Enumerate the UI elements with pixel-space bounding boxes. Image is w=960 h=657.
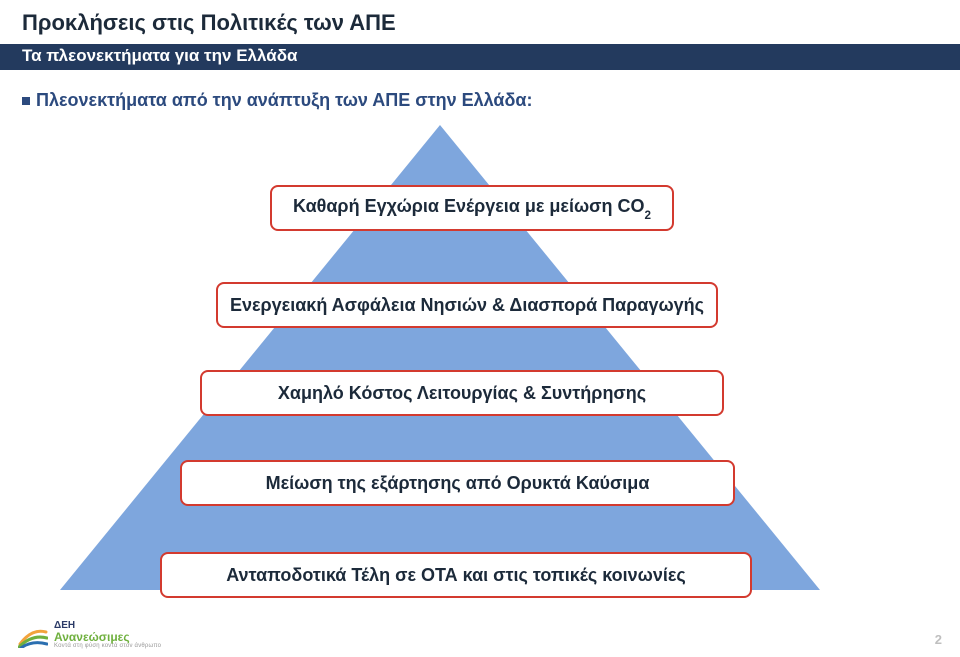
bullet-square-icon (22, 97, 30, 105)
pyramid-box-label: Μείωση της εξάρτησης από Ορυκτά Καύσιμα (266, 473, 650, 494)
pyramid-box-4: Μείωση της εξάρτησης από Ορυκτά Καύσιμα (180, 460, 735, 506)
pyramid-box-3: Χαμηλό Κόστος Λειτουργίας & Συντήρησης (200, 370, 724, 416)
pyramid-box-label: Καθαρή Εγχώρια Ενέργεια με μείωση CO2 (293, 196, 651, 220)
pyramid-box-1: Καθαρή Εγχώρια Ενέργεια με μείωση CO2 (270, 185, 674, 231)
pyramid-box-5: Ανταποδοτικά Τέλη σε ΟΤΑ και στις τοπικέ… (160, 552, 752, 598)
pyramid-box-label: Ανταποδοτικά Τέλη σε ΟΤΑ και στις τοπικέ… (226, 565, 686, 586)
intro-bullet: Πλεονεκτήματα από την ανάπτυξη των ΑΠΕ σ… (22, 90, 532, 111)
pyramid-box-2: Ενεργειακή Ασφάλεια Νησιών & Διασπορά Πα… (216, 282, 718, 328)
page-number: 2 (935, 632, 942, 647)
logo-line3: Κοντά στη φύση κοντά στον άνθρωπο (54, 643, 161, 649)
page-title: Προκλήσεις στις Πολιτικές των ΑΠΕ (22, 10, 396, 36)
logo-text: ΔΕΗ Ανανεώσιμες Κοντά στη φύση κοντά στο… (54, 621, 161, 649)
pyramid-box-label: Χαμηλό Κόστος Λειτουργίας & Συντήρησης (278, 383, 646, 404)
pyramid-box-label: Ενεργειακή Ασφάλεια Νησιών & Διασπορά Πα… (230, 295, 704, 316)
logo-swoosh-icon (18, 622, 48, 648)
footer-logo: ΔΕΗ Ανανεώσιμες Κοντά στη φύση κοντά στο… (18, 621, 161, 649)
logo-line2: Ανανεώσιμες (54, 631, 161, 643)
intro-bullet-text: Πλεονεκτήματα από την ανάπτυξη των ΑΠΕ σ… (36, 90, 532, 111)
page-subtitle: Τα πλεονεκτήματα για την Ελλάδα (22, 46, 297, 66)
